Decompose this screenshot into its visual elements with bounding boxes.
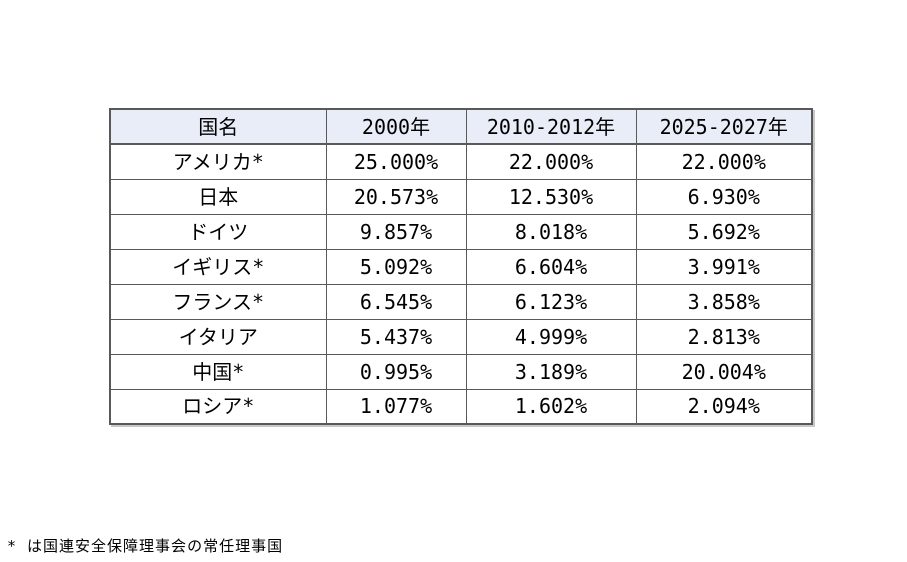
country-cell: イタリア	[109, 318, 327, 355]
table-body: アメリカ* 25.000% 22.000% 22.000% 日本 20.573%…	[109, 143, 813, 425]
value-cell: 2.094%	[635, 388, 813, 425]
value-cell: 5.692%	[635, 213, 813, 250]
table-row-usa: アメリカ* 25.000% 22.000% 22.000%	[109, 143, 813, 180]
value-cell: 5.092%	[325, 248, 467, 285]
country-cell: イギリス*	[109, 248, 327, 285]
value-cell: 20.004%	[635, 353, 813, 390]
value-cell: 0.995%	[325, 353, 467, 390]
country-cell: フランス*	[109, 283, 327, 320]
value-cell: 6.604%	[465, 248, 637, 285]
value-cell: 9.857%	[325, 213, 467, 250]
value-cell: 3.991%	[635, 248, 813, 285]
assessment-table-container: 国名 2000年 2010-2012年 2025-2027年 アメリカ* 25.…	[109, 108, 813, 425]
value-cell: 6.123%	[465, 283, 637, 320]
value-cell: 25.000%	[325, 143, 467, 180]
header-cell-2025-2027: 2025-2027年	[635, 108, 813, 145]
value-cell: 12.530%	[465, 178, 637, 215]
table-row-france: フランス* 6.545% 6.123% 3.858%	[109, 283, 813, 320]
value-cell: 20.573%	[325, 178, 467, 215]
value-cell: 6.545%	[325, 283, 467, 320]
value-cell: 22.000%	[465, 143, 637, 180]
value-cell: 22.000%	[635, 143, 813, 180]
value-cell: 3.858%	[635, 283, 813, 320]
table-header: 国名 2000年 2010-2012年 2025-2027年	[109, 108, 813, 145]
country-cell: アメリカ*	[109, 143, 327, 180]
table-row-uk: イギリス* 5.092% 6.604% 3.991%	[109, 248, 813, 285]
country-cell: 日本	[109, 178, 327, 215]
header-cell-2010-2012: 2010-2012年	[465, 108, 637, 145]
value-cell: 2.813%	[635, 318, 813, 355]
assessment-rate-table: 国名 2000年 2010-2012年 2025-2027年 アメリカ* 25.…	[109, 108, 813, 425]
country-cell: ドイツ	[109, 213, 327, 250]
value-cell: 1.077%	[325, 388, 467, 425]
country-cell: ロシア*	[109, 388, 327, 425]
country-cell: 中国*	[109, 353, 327, 390]
value-cell: 6.930%	[635, 178, 813, 215]
table-row-germany: ドイツ 9.857% 8.018% 5.692%	[109, 213, 813, 250]
table-row-italy: イタリア 5.437% 4.999% 2.813%	[109, 318, 813, 355]
value-cell: 1.602%	[465, 388, 637, 425]
value-cell: 3.189%	[465, 353, 637, 390]
header-cell-country: 国名	[109, 108, 327, 145]
value-cell: 5.437%	[325, 318, 467, 355]
security-council-footnote: * は国連安全保障理事会の常任理事国	[7, 537, 284, 555]
header-row: 国名 2000年 2010-2012年 2025-2027年	[109, 108, 813, 145]
header-cell-2000: 2000年	[325, 108, 467, 145]
value-cell: 8.018%	[465, 213, 637, 250]
value-cell: 4.999%	[465, 318, 637, 355]
table-row-russia: ロシア* 1.077% 1.602% 2.094%	[109, 388, 813, 425]
table-row-japan: 日本 20.573% 12.530% 6.930%	[109, 178, 813, 215]
table-row-china: 中国* 0.995% 3.189% 20.004%	[109, 353, 813, 390]
